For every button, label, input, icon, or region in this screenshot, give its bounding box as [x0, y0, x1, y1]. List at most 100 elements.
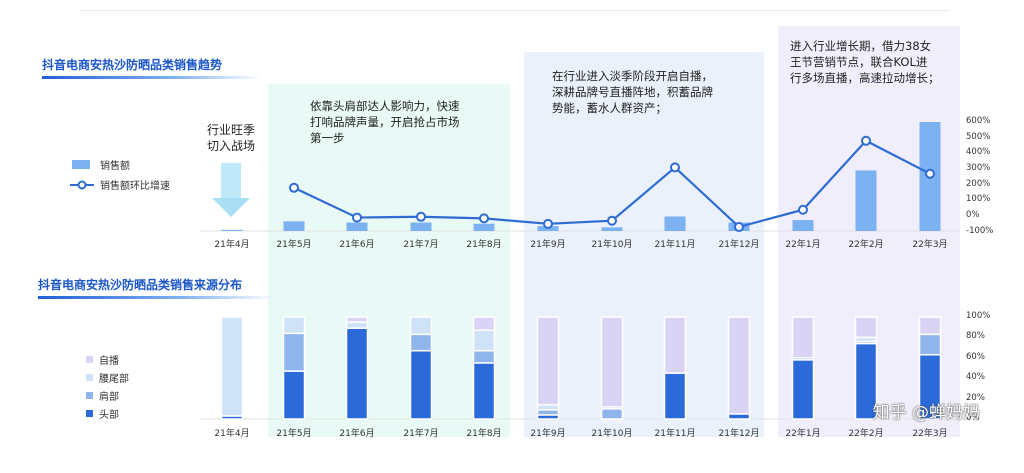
- annotation-line: 行多场直播，高速拉动增长；: [790, 71, 940, 85]
- annotation-line: 切入战场: [207, 139, 256, 153]
- legend-label: 自播: [99, 356, 119, 367]
- bottom-x-tick: 21年11月: [654, 429, 696, 439]
- annotation-line: 依靠头肩部达人影响力，快速: [310, 99, 460, 113]
- sales-bar: [601, 227, 623, 231]
- top-x-tick: 21年10月: [591, 240, 633, 250]
- stack-shoulder: [918, 333, 942, 356]
- stack-shoulder: [282, 332, 306, 372]
- top-x-tick: 21年8月: [466, 240, 502, 250]
- legend-label: 销售额环比增速: [100, 181, 170, 192]
- annotation-line: 第一步: [310, 131, 345, 145]
- stack-self-broadcast: [600, 316, 624, 408]
- top-x-tick: 22年1月: [785, 240, 821, 250]
- legend-sales: 销售额: [72, 157, 130, 172]
- stack-tail: [472, 329, 496, 352]
- bottom-x-tick: 21年12月: [718, 429, 760, 439]
- top-x-tick: 22年3月: [912, 240, 948, 250]
- top-x-tick: 21年12月: [718, 240, 760, 250]
- top-y2-tick: 0%: [966, 210, 980, 220]
- stack-head: [345, 327, 369, 420]
- bottom-x-tick: 21年8月: [466, 429, 502, 439]
- bottom-chart-title: 抖音电商安热沙防晒品类销售来源分布: [38, 278, 243, 292]
- stack-self-broadcast: [791, 316, 815, 359]
- stack-tail: [220, 316, 244, 417]
- stack-self-broadcast: [854, 316, 878, 339]
- top-x-tick: 21年4月: [214, 240, 250, 250]
- bottom-x-tick: 22年2月: [848, 429, 884, 439]
- sales-bar: [792, 220, 814, 231]
- growth-point: [925, 168, 935, 179]
- stack-tail: [345, 321, 369, 329]
- top-y2-tick: 600%: [966, 116, 991, 126]
- watermark: 知乎 @蝉妈妈: [872, 403, 980, 423]
- stack-self-broadcast: [663, 316, 687, 374]
- bottom-x-tick: 21年10月: [591, 429, 633, 439]
- growth-point: [543, 218, 553, 229]
- stack-head: [727, 413, 751, 420]
- stack-head: [282, 370, 306, 420]
- arrow-head: [212, 198, 250, 217]
- stack-shoulder: [409, 333, 433, 352]
- region-phase2: [524, 52, 764, 437]
- top-x-tick: 21年7月: [403, 240, 439, 250]
- bottom-x-tick: 21年6月: [339, 429, 375, 439]
- legend-label: 腰尾部: [99, 374, 129, 385]
- top-x-tick: 21年5月: [276, 240, 312, 250]
- bottom-x-tick: 21年4月: [214, 429, 250, 439]
- bottom-x-tick: 22年1月: [785, 429, 821, 439]
- stack-tail: [409, 316, 433, 336]
- legend-shoulder: 肩部: [86, 388, 119, 403]
- stack-self-broadcast: [918, 316, 942, 336]
- region-phase1: [268, 84, 510, 437]
- top-divider: [80, 10, 950, 11]
- legend-label: 销售额: [100, 161, 130, 172]
- legend-label: 肩部: [99, 392, 119, 403]
- annotation-line: 王节营销节点，联合KOL进: [790, 55, 928, 69]
- growth-point: [479, 213, 489, 224]
- legend-swatch: [86, 356, 93, 363]
- stack-shoulder: [600, 408, 624, 420]
- top-x-tick: 22年2月: [848, 240, 884, 250]
- top-chart-title: 抖音电商安热沙防晒品类销售趋势: [42, 58, 223, 72]
- stack-tail: [536, 403, 560, 411]
- top-y2-tick: 300%: [966, 163, 991, 173]
- bottom-x-tick: 21年9月: [530, 429, 566, 439]
- growth-line: [293, 139, 931, 229]
- sales-bar: [410, 222, 432, 231]
- top-x-tick: 21年11月: [654, 240, 696, 250]
- bottom-x-tick: 21年5月: [276, 429, 312, 439]
- top-y2-tick: -100%: [966, 225, 994, 236]
- sales-bar: [346, 222, 368, 231]
- growth-point: [734, 221, 744, 232]
- top-x-tick: 21年6月: [339, 240, 375, 250]
- annotation-line: 进入行业增长期，借力38女: [790, 39, 932, 53]
- bottom-y-tick: 60%: [966, 351, 985, 362]
- legend-head: 头部: [86, 406, 119, 421]
- bottom-y-tick: 40%: [966, 372, 985, 383]
- stack-self-broadcast: [727, 316, 751, 415]
- annotation-phase2: 在行业进入淡季阶段开启自播， 深耕品牌号直播阵地，积蓄品牌 势能，蓄水人群资产；: [552, 68, 713, 116]
- annotation-line: 势能，蓄水人群资产；: [552, 101, 667, 115]
- sales-bar: [664, 216, 686, 231]
- stack-self-broadcast: [345, 316, 369, 323]
- stack-head: [663, 372, 687, 420]
- legend-bar-swatch: [72, 160, 90, 169]
- stack-head: [409, 349, 433, 420]
- bottom-y-tick: 0%: [966, 413, 980, 423]
- sales-bar: [855, 170, 877, 231]
- bottom-y-tick: 100%: [966, 311, 991, 321]
- sales-bar: [283, 221, 305, 231]
- growth-point: [861, 135, 871, 146]
- annotation-peak-season: 行业旺季 切入战场: [207, 122, 255, 154]
- sales-bar: [221, 229, 243, 231]
- growth-point: [670, 162, 680, 173]
- stack-self-broadcast: [536, 316, 560, 406]
- annotation-line: 行业旺季: [207, 123, 256, 137]
- legend-self-broadcast: 自播: [86, 352, 119, 367]
- top-y2-tick: 400%: [966, 147, 991, 158]
- legend-swatch: [86, 410, 93, 417]
- stack-tail: [282, 316, 306, 335]
- growth-point: [352, 212, 362, 223]
- legend-swatch: [86, 374, 93, 381]
